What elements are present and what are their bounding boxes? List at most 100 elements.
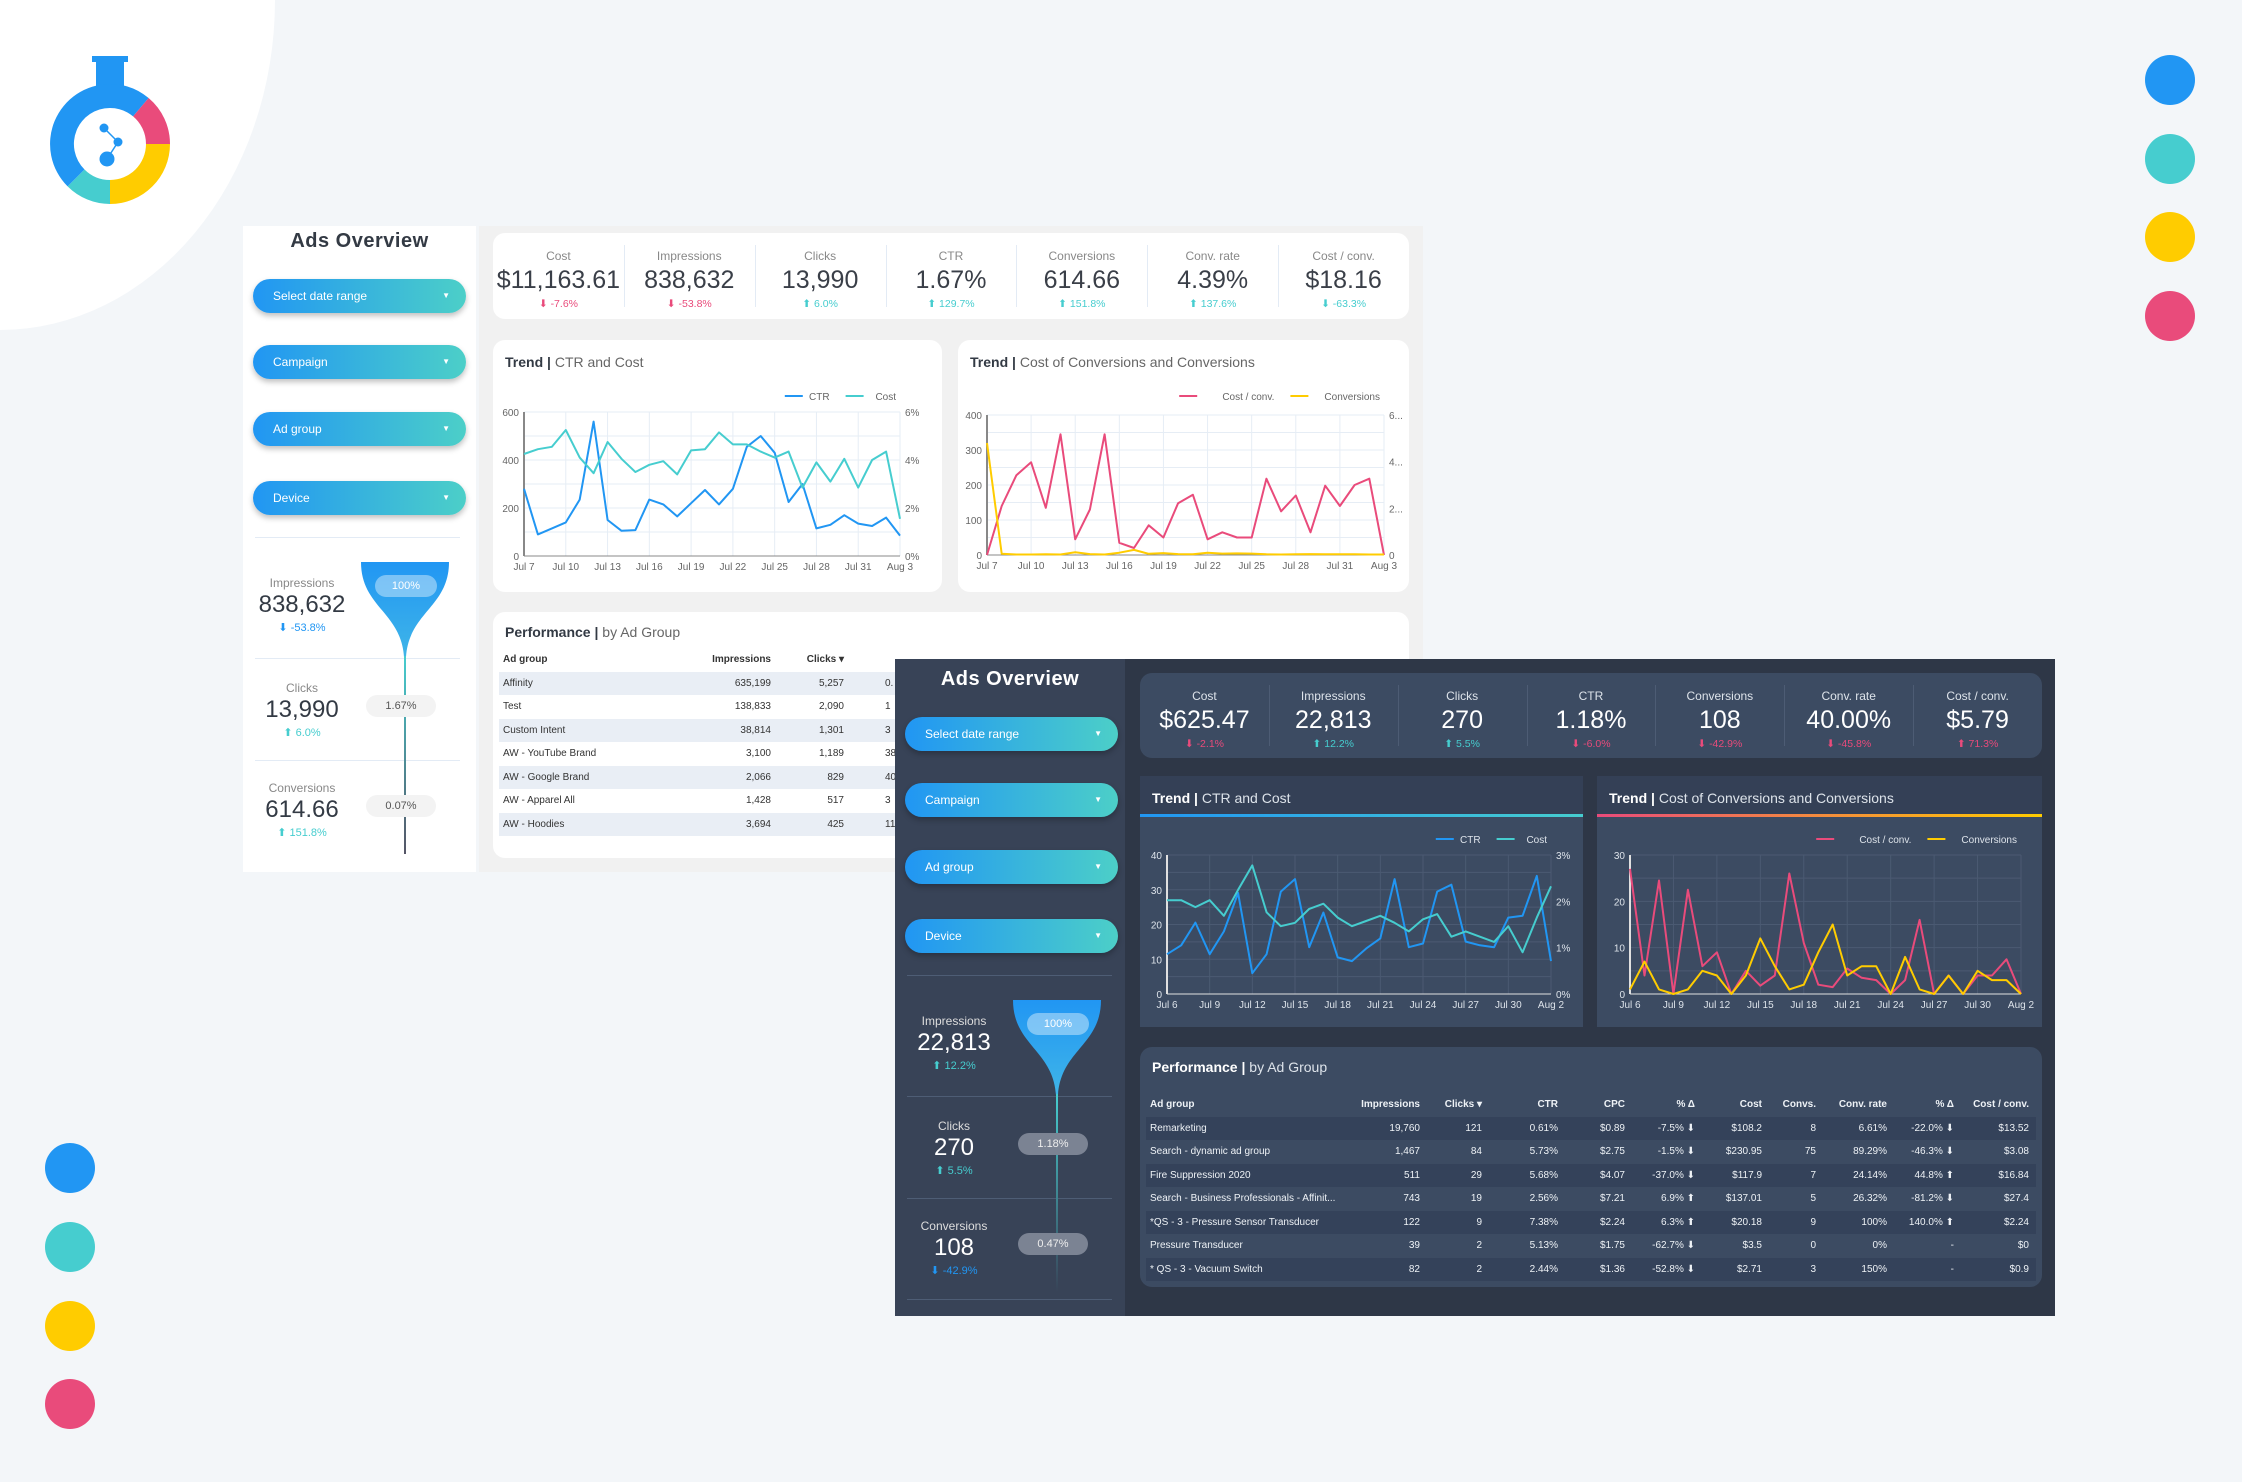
line-chart: Jul 7 Jul 10 Jul 13 Jul 16 Jul 19 Jul 22 Jul 2… xyxy=(965,392,1403,572)
table-cell: 8 xyxy=(1810,1122,1816,1134)
x-tick-label: Jul 25 xyxy=(1238,561,1265,572)
table-row[interactable]: *QS - 3 - Pressure Sensor Transducer 122 9… xyxy=(1146,1210,2036,1234)
x-tick-label: Jul 21 xyxy=(1367,1000,1394,1011)
divider xyxy=(907,1198,1112,1199)
kpi-delta: ⬇ -63.3% xyxy=(1278,298,1409,310)
delta-value: -2.1% xyxy=(1196,738,1224,750)
device-dropdown[interactable]: Device ▼ xyxy=(905,919,1118,953)
delta-value: -63.3% xyxy=(1332,298,1367,310)
campaign-dropdown[interactable]: Campaign ▼ xyxy=(905,783,1118,817)
ad-group-dropdown[interactable]: Ad group ▼ xyxy=(905,850,1118,884)
chart-title-main: Trend | xyxy=(970,354,1016,370)
funnel-metric-conversions: Conversions 108 ⬇ -42.9% xyxy=(895,1219,1013,1277)
table-title: Performance | by Ad Group xyxy=(1152,1059,1327,1075)
ad-group-name: AW - Apparel All xyxy=(503,795,575,806)
kpi-delta: ⬇ -42.9% xyxy=(1655,738,1784,750)
table-cell: 29 xyxy=(1470,1169,1482,1181)
table-cell: $20.18 xyxy=(1731,1216,1762,1228)
table-row[interactable]: * QS - 3 - Vacuum Switch 82 2 2.44% $1.36 -52… xyxy=(1146,1257,2036,1281)
column-header[interactable]: % Δ xyxy=(1935,1099,1955,1110)
sidebar-title: Ads Overview xyxy=(290,230,429,252)
table-cell: $2.24 xyxy=(2003,1216,2029,1228)
chart-title-main: Trend | xyxy=(1152,790,1198,806)
blue-dot xyxy=(45,1143,95,1193)
table-row[interactable]: AW - Apparel All 1,428 517 3 xyxy=(499,789,1403,813)
table-cell: $1.36 xyxy=(1599,1263,1625,1275)
column-header-clicks-sort[interactable]: Clicks ▾ xyxy=(806,654,844,665)
chevron-down-icon: ▼ xyxy=(442,291,450,300)
funnel-metric-clicks: Clicks 270 ⬆ 5.5% xyxy=(895,1119,1013,1177)
trend-chart-card: Trend | Cost of Conversions and Conversi… xyxy=(1597,776,2042,1027)
ad-group-name: Search - Business Professionals - Affini… xyxy=(1150,1193,1336,1204)
ad-group-name: AW - Google Brand xyxy=(503,771,590,783)
yellow-dot xyxy=(2145,212,2195,262)
column-header-clicks-sort[interactable]: Clicks ▾ xyxy=(1444,1099,1482,1110)
y-left-tick-label: 10 xyxy=(1614,944,1626,955)
kpi-conversions: Conversions 614.66 ⬆ 151.8% xyxy=(1016,233,1147,319)
ad-group-dropdown[interactable]: Ad group ▼ xyxy=(253,412,466,446)
table-cell: 44.8% ⬆ xyxy=(1914,1169,1954,1181)
date-range-dropdown[interactable]: Select date range ▼ xyxy=(905,717,1118,751)
y-left-tick-label: 200 xyxy=(502,504,519,515)
column-header[interactable]: Convs. xyxy=(1782,1099,1816,1110)
column-header[interactable]: Cost xyxy=(1739,1099,1762,1110)
kpi-value: 614.66 xyxy=(1043,266,1121,294)
table-row[interactable]: AW - YouTube Brand 3,100 1,189 38 xyxy=(499,742,1403,766)
y-left-tick-label: 400 xyxy=(502,456,519,467)
column-header[interactable]: Impressions xyxy=(1361,1099,1420,1110)
table-cell: 40 xyxy=(885,771,897,783)
table-row[interactable]: Search - dynamic ad group 1,467 84 5.73% $2.… xyxy=(1146,1140,2036,1164)
kpi-value: 1.18% xyxy=(1555,706,1627,734)
date-range-dropdown[interactable]: Select date range ▼ xyxy=(253,279,466,313)
metric-label: Clicks xyxy=(286,681,318,695)
table-cell: -62.7% ⬇ xyxy=(1652,1240,1695,1251)
table-subtitle: by Ad Group xyxy=(598,624,681,640)
x-tick-label: Jul 25 xyxy=(761,562,788,573)
metric-value: 838,632 xyxy=(258,591,346,618)
device-dropdown[interactable]: Device ▼ xyxy=(253,481,466,515)
ad-group-name: AW - Hoodies xyxy=(503,818,565,830)
chevron-down-icon: ▼ xyxy=(1094,795,1102,804)
x-tick-label: Aug 2 xyxy=(2008,1000,2035,1011)
column-header[interactable]: Ad group xyxy=(503,654,548,665)
table-cell: 3 xyxy=(885,724,891,736)
ad-group-name: Remarketing xyxy=(1150,1122,1207,1134)
arrow-down-icon: ⬇ xyxy=(1184,738,1197,750)
column-header[interactable]: Impressions xyxy=(712,654,771,665)
kpi-ctr: CTR 1.18% ⬇ -6.0% xyxy=(1527,673,1656,758)
table-row[interactable]: Search - Business Professionals - Affini… xyxy=(1146,1187,2036,1211)
divider xyxy=(1526,685,1528,746)
x-tick-label: Jul 24 xyxy=(1410,1000,1437,1011)
x-tick-label: Jul 16 xyxy=(1106,561,1133,572)
table-row[interactable]: Remarketing 19,760 121 0.61% $0.89 -7.5% ⬇ $10… xyxy=(1146,1116,2036,1140)
column-header[interactable]: % Δ xyxy=(1676,1099,1696,1110)
column-header[interactable]: CTR xyxy=(1537,1099,1558,1110)
metric-label: Clicks xyxy=(938,1119,970,1133)
kpi-delta: ⬇ -6.0% xyxy=(1527,738,1656,750)
table-cell: -1.5% ⬇ xyxy=(1657,1146,1695,1157)
column-header[interactable]: CPC xyxy=(1603,1099,1625,1110)
chevron-down-icon: ▼ xyxy=(442,357,450,366)
y-left-tick-label: 20 xyxy=(1614,897,1626,908)
delta-value: -7.6% xyxy=(550,298,578,310)
table-row[interactable]: Pressure Transducer 39 2 5.13% $1.75 -62.7% ⬇… xyxy=(1146,1234,2036,1258)
column-header[interactable]: Ad group xyxy=(1150,1099,1195,1110)
teal-dot xyxy=(2145,134,2195,184)
table-cell: 121 xyxy=(1465,1122,1482,1134)
table-cell: 38 xyxy=(885,748,897,759)
column-header[interactable]: Cost / conv. xyxy=(1973,1099,2029,1110)
metric-value: 22,813 xyxy=(917,1029,991,1056)
delta-value: 5.5% xyxy=(1456,738,1480,750)
campaign-dropdown[interactable]: Campaign ▼ xyxy=(253,345,466,379)
funnel-chart xyxy=(1013,1000,1101,1292)
metric-label: Impressions xyxy=(269,576,335,590)
table-cell: 0% xyxy=(1872,1240,1887,1251)
kpi-impressions: Impressions 838,632 ⬇ -53.8% xyxy=(624,233,755,319)
table-cell: $16.84 xyxy=(1998,1169,2029,1181)
table-cell: $0 xyxy=(2017,1240,2029,1251)
column-header[interactable]: Conv. rate xyxy=(1838,1099,1887,1110)
divider xyxy=(623,245,625,307)
table-row[interactable]: Test 138,833 2,090 1 xyxy=(499,695,1403,719)
kpi-delta: ⬇ -53.8% xyxy=(624,298,755,310)
table-row[interactable]: Fire Suppression 2020 511 29 5.68% $4.07 -37.… xyxy=(1146,1163,2036,1187)
